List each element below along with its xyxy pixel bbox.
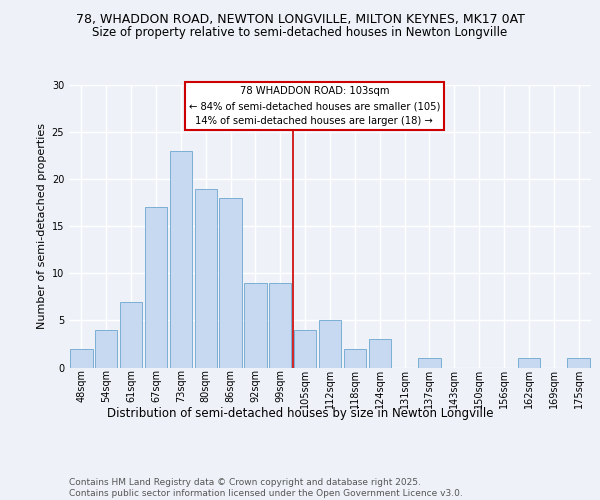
Bar: [319, 320, 341, 368]
Text: Size of property relative to semi-detached houses in Newton Longville: Size of property relative to semi-detach…: [92, 26, 508, 39]
Text: Distribution of semi-detached houses by size in Newton Longville: Distribution of semi-detached houses by …: [107, 408, 493, 420]
Bar: [418, 358, 440, 368]
Bar: [120, 302, 142, 368]
Bar: [170, 151, 192, 368]
Bar: [344, 348, 366, 368]
Text: 78, WHADDON ROAD, NEWTON LONGVILLE, MILTON KEYNES, MK17 0AT: 78, WHADDON ROAD, NEWTON LONGVILLE, MILT…: [76, 12, 524, 26]
Text: 78 WHADDON ROAD: 103sqm
← 84% of semi-detached houses are smaller (105)
14% of s: 78 WHADDON ROAD: 103sqm ← 84% of semi-de…: [188, 86, 440, 126]
Bar: [368, 339, 391, 368]
Bar: [244, 283, 266, 368]
Bar: [70, 348, 92, 368]
Bar: [194, 188, 217, 368]
Bar: [294, 330, 316, 368]
Bar: [568, 358, 590, 368]
Bar: [220, 198, 242, 368]
Bar: [518, 358, 540, 368]
Bar: [269, 283, 292, 368]
Text: Contains HM Land Registry data © Crown copyright and database right 2025.
Contai: Contains HM Land Registry data © Crown c…: [69, 478, 463, 498]
Bar: [95, 330, 118, 368]
Y-axis label: Number of semi-detached properties: Number of semi-detached properties: [37, 123, 47, 329]
Bar: [145, 208, 167, 368]
